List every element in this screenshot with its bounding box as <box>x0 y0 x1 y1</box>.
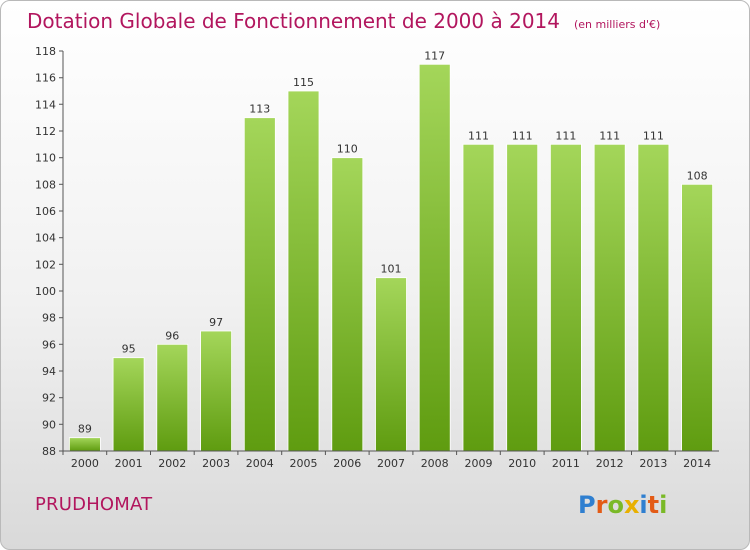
y-tick-label-96: 96 <box>42 338 56 351</box>
title-text: Dotation Globale de Fonctionnement de 20… <box>27 9 560 33</box>
y-tick-label-98: 98 <box>42 312 56 325</box>
y-tick-label-118: 118 <box>35 45 56 58</box>
data-label-2001: 95 <box>122 343 136 356</box>
commune-name: PRUDHOMAT <box>35 494 153 515</box>
bar-2001 <box>112 357 145 452</box>
bar-2010 <box>506 143 539 452</box>
data-label-2002: 96 <box>165 329 179 342</box>
bar-2011 <box>550 143 582 452</box>
y-tick-label-116: 116 <box>35 72 56 85</box>
data-label-2007: 101 <box>381 263 402 276</box>
y-tick-label-114: 114 <box>35 98 56 111</box>
data-label-2006: 110 <box>337 143 358 156</box>
logo-letter: r <box>595 491 608 519</box>
y-tick-label-88: 88 <box>42 445 56 458</box>
x-tick-label-2004: 2004 <box>246 457 274 470</box>
x-tick-label-2001: 2001 <box>115 457 143 470</box>
bar-2009 <box>462 143 495 452</box>
x-tick-label-2003: 2003 <box>202 457 230 470</box>
logo-letter: P <box>578 491 596 519</box>
y-tick-label-106: 106 <box>35 205 56 218</box>
x-tick-label-2011: 2011 <box>552 457 580 470</box>
bar-2012 <box>593 143 626 452</box>
data-label-2003: 97 <box>209 316 223 329</box>
bar-2002 <box>156 343 189 452</box>
bar-2014 <box>681 183 713 452</box>
logo-letter: o <box>607 491 624 519</box>
y-tick-label-102: 102 <box>35 258 56 271</box>
logo-letter: i <box>659 491 668 519</box>
bar-2007 <box>375 277 407 452</box>
x-tick-label-2014: 2014 <box>683 457 711 470</box>
x-tick-label-2007: 2007 <box>377 457 405 470</box>
y-tick-label-90: 90 <box>42 418 56 431</box>
bar-2000 <box>69 437 101 452</box>
bar-2005 <box>287 90 320 452</box>
data-label-2009: 111 <box>468 129 489 142</box>
y-tick-label-94: 94 <box>42 365 56 378</box>
data-label-2004: 113 <box>249 103 270 116</box>
data-label-2014: 108 <box>687 169 708 182</box>
y-tick-label-100: 100 <box>35 285 56 298</box>
x-tick-label-2005: 2005 <box>290 457 318 470</box>
y-tick-label-112: 112 <box>35 125 56 138</box>
x-tick-label-2010: 2010 <box>508 457 536 470</box>
x-tick-label-2002: 2002 <box>158 457 186 470</box>
chart-title: Dotation Globale de Fonctionnement de 20… <box>27 9 660 33</box>
x-tick-label-2000: 2000 <box>71 457 99 470</box>
data-label-2011: 111 <box>555 129 576 142</box>
y-tick-label-108: 108 <box>35 178 56 191</box>
bar-2006 <box>331 157 364 452</box>
y-tick-label-110: 110 <box>35 152 56 165</box>
proxiti-logo: Proxiti <box>578 491 667 519</box>
y-tick-label-104: 104 <box>35 232 56 245</box>
x-tick-label-2012: 2012 <box>596 457 624 470</box>
y-tick-label-92: 92 <box>42 392 56 405</box>
logo-letter: t <box>647 491 660 519</box>
bar-2013 <box>637 143 670 452</box>
logo-letter: i <box>639 491 648 519</box>
data-label-2013: 111 <box>643 129 664 142</box>
title-unit: (en milliers d'€) <box>574 18 661 31</box>
x-tick-label-2006: 2006 <box>333 457 361 470</box>
data-label-2012: 111 <box>599 129 620 142</box>
bar-2004 <box>243 117 276 452</box>
x-tick-label-2008: 2008 <box>421 457 449 470</box>
x-tick-label-2009: 2009 <box>465 457 493 470</box>
bar-2008 <box>418 63 451 452</box>
logo-letter: x <box>623 491 640 519</box>
data-label-2010: 111 <box>512 129 533 142</box>
data-label-2008: 117 <box>424 49 445 62</box>
bar-2003 <box>200 330 233 452</box>
data-label-2000: 89 <box>78 423 92 436</box>
data-label-2005: 115 <box>293 76 314 89</box>
x-tick-label-2013: 2013 <box>639 457 667 470</box>
